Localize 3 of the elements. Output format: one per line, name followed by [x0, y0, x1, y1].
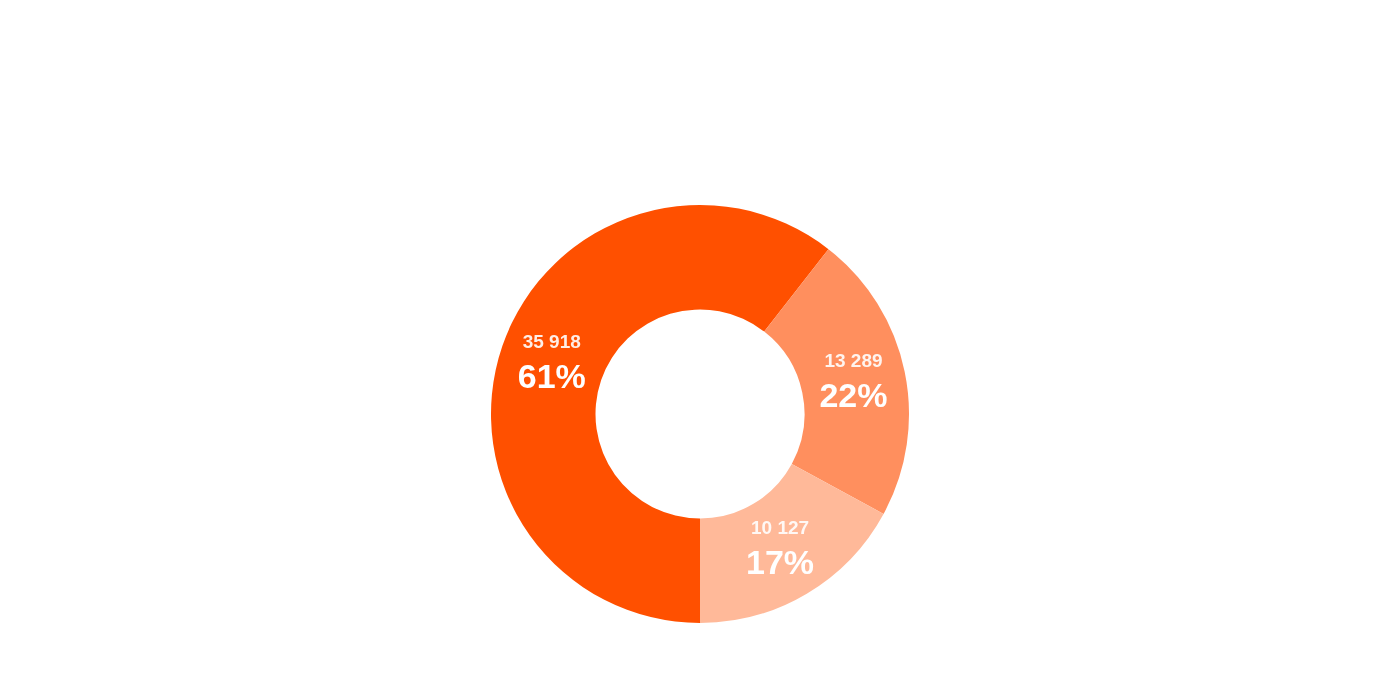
- data-label: 35 918 61%: [517, 331, 586, 396]
- data-label: 13 289 22%: [819, 350, 888, 415]
- data-label: 10 127 17%: [746, 516, 815, 582]
